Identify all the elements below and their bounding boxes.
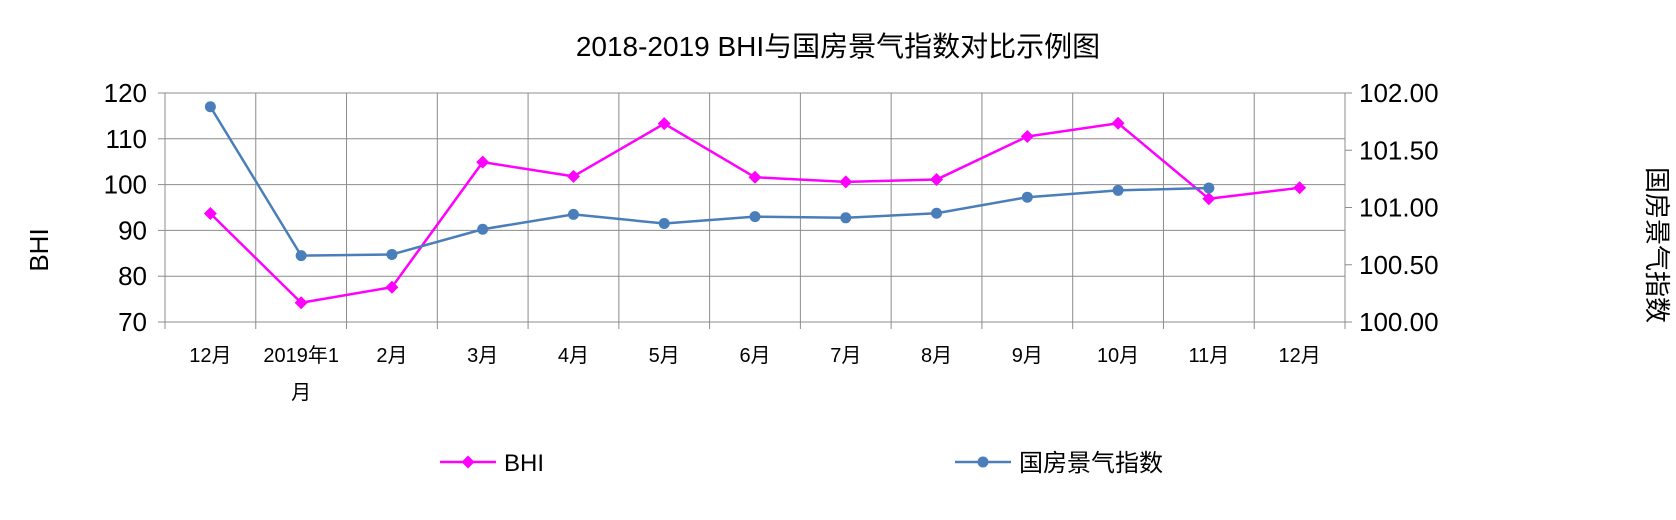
y-axis-ticks: 70 80 90 100 110 120 [104, 78, 147, 337]
y2-tick-label: 101.50 [1359, 135, 1439, 165]
data-point-circle [1112, 184, 1124, 196]
legend: BHI 国房景气指数 [440, 450, 1163, 477]
data-point-diamond [476, 155, 490, 169]
y2-tick-label: 102.00 [1359, 78, 1439, 108]
y-tick-label: 120 [104, 78, 147, 108]
y-tick-label: 90 [118, 215, 147, 245]
y-tick-label: 70 [118, 307, 147, 337]
data-point-circle [840, 212, 852, 224]
legend-label-1: BHI [504, 450, 544, 477]
x-tick-label: 12月 [1278, 345, 1320, 367]
data-point-circle [749, 211, 761, 223]
data-point-circle [658, 218, 670, 230]
data-point-diamond [1111, 116, 1125, 130]
x-tick-label: 2019年1 月 [263, 344, 339, 404]
series-layer [203, 101, 1307, 310]
series-line-2 [209, 106, 1209, 257]
data-point-diamond [1020, 130, 1034, 144]
x-axis-ticks: 12月 2019年1 月 2月 3月 4月 5月 6月 7月 8月 9月 10月 11月 12月 [189, 344, 1320, 404]
data-point-diamond [748, 170, 762, 184]
data-point-diamond [566, 169, 580, 183]
data-point-circle [931, 207, 943, 219]
data-point-diamond [1202, 192, 1216, 206]
data-point-diamond [1293, 181, 1307, 195]
data-point-diamond [839, 175, 853, 189]
y-tick-label: 100 [104, 170, 147, 200]
data-point-circle [567, 208, 579, 220]
data-point-circle [204, 101, 216, 113]
data-point-diamond [203, 206, 217, 220]
y-axis-label: BHI [24, 228, 54, 271]
x-tick-label: 10月 [1097, 345, 1139, 367]
y2-axis-label: 国房景气指数 [1642, 167, 1672, 323]
data-point-diamond [294, 296, 308, 310]
data-point-diamond [930, 173, 944, 187]
x-tick-label: 5月 [649, 345, 680, 367]
y2-tick-label: 100.50 [1359, 250, 1439, 280]
x-tick-label: 4月 [558, 345, 589, 367]
legend-label-2: 国房景气指数 [1019, 450, 1163, 477]
axes [158, 92, 1352, 329]
x-tick-label: 7月 [830, 345, 861, 367]
x-tick-label: 6月 [739, 345, 770, 367]
plot-area-border [164, 92, 1346, 323]
data-point-circle [477, 223, 489, 235]
x-tick-label: 9月 [1012, 345, 1043, 367]
data-point-circle [1203, 182, 1215, 194]
y2-tick-label: 101.00 [1359, 193, 1439, 223]
y2-tick-label: 100.00 [1359, 307, 1439, 337]
x-tick-label: 3月 [467, 345, 498, 367]
data-point-diamond [657, 117, 671, 131]
y-tick-label: 80 [118, 261, 147, 291]
chart-title: 2018-2019 BHI与国房景气指数对比示例图 [576, 31, 1100, 62]
x-tick-label: 8月 [921, 345, 952, 367]
data-point-circle [295, 250, 307, 262]
x-tick-label: 12月 [189, 345, 231, 367]
y-tick-label: 110 [106, 124, 147, 154]
grid [165, 92, 1345, 323]
data-point-circle [1021, 191, 1033, 203]
legend-marker-circle [977, 456, 989, 468]
data-point-diamond [385, 280, 399, 294]
legend-marker-diamond [461, 455, 475, 469]
x-tick-label: 11月 [1188, 345, 1229, 367]
data-point-circle [386, 248, 398, 260]
x-tick-label: 2月 [376, 345, 407, 367]
y2-axis-ticks: 100.00 100.50 101.00 101.50 102.00 [1359, 78, 1439, 337]
